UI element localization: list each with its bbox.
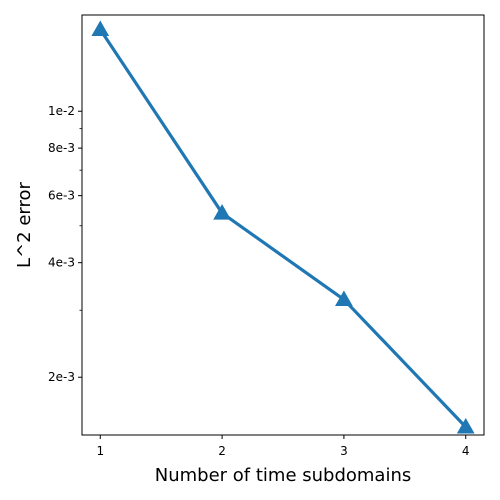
data-point-marker [213,204,231,220]
x-tick-label: 2 [218,444,226,458]
y-tick-label: 8e-3 [48,141,75,155]
data-point-marker [91,20,110,36]
data-point-marker [456,417,475,434]
x-axis-label: Number of time subdomains [155,465,412,486]
y-tick-label: 6e-3 [48,189,75,203]
series-layer [98,27,468,429]
y-axis-label: L^2 error [14,181,35,267]
plot-background [82,15,484,435]
x-tick-label: 3 [340,444,348,458]
data-point-marker [335,290,353,307]
y-tick-label: 2e-3 [48,370,75,384]
y-axis: 1e-2 8e-3 6e-3 4e-3 2e-3 [48,104,82,384]
x-tick-label: 1 [96,444,104,458]
x-axis: 1 2 3 4 [96,435,470,458]
plot-frame [81,14,485,436]
series-line [98,27,468,429]
x-tick-label: 4 [462,444,470,458]
y-tick-label: 1e-2 [48,104,75,118]
y-tick-label: 4e-3 [48,256,75,270]
marker-layer [91,20,475,434]
